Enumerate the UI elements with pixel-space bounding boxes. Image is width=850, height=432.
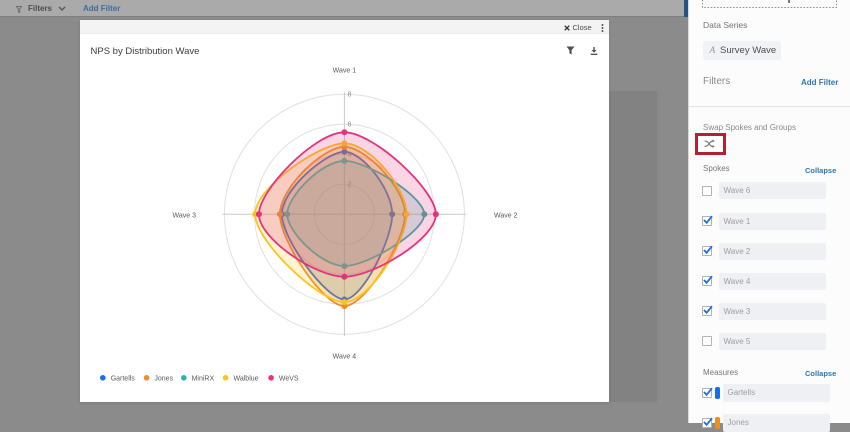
- svg-text:WeVS: WeVS: [279, 376, 299, 383]
- svg-text:Wave 4: Wave 4: [333, 354, 357, 361]
- svg-text:2: 2: [348, 182, 352, 189]
- svg-text:6: 6: [348, 122, 352, 129]
- svg-text:Wave 1: Wave 1: [333, 68, 357, 75]
- svg-text:Walblue: Walblue: [234, 376, 259, 383]
- svg-text:8: 8: [348, 92, 352, 99]
- svg-text:Wave 3: Wave 3: [173, 212, 197, 219]
- svg-text:Wave 2: Wave 2: [494, 212, 518, 219]
- svg-text:4: 4: [348, 152, 352, 159]
- svg-text:Gartells: Gartells: [111, 376, 136, 383]
- svg-text:Jones: Jones: [154, 376, 173, 383]
- svg-text:MiniRX: MiniRX: [192, 376, 215, 383]
